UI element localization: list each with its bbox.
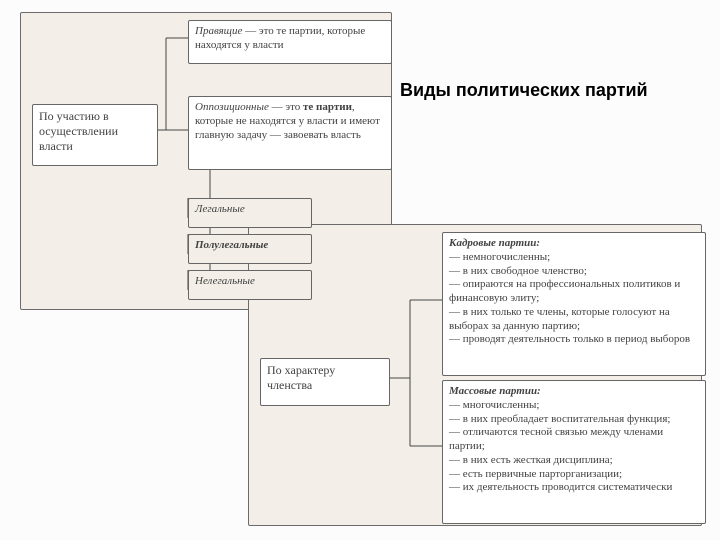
node-semilegal: Полулегальные	[188, 234, 312, 264]
node-opposition-parties: Оппозиционные — это те партии, которые н…	[188, 96, 392, 170]
page-title: Виды политических партий	[400, 80, 660, 101]
node-ruling-parties: Правящие — это те партии, кото­рые наход…	[188, 20, 392, 64]
node-illegal: Нелегальные	[188, 270, 312, 300]
node-mass-parties: Массовые партии:— многочисленны;— в них …	[442, 380, 706, 524]
root-node-membership: По характеру членства	[260, 358, 390, 406]
node-legal: Легальные	[188, 198, 312, 228]
node-cadre-parties: Кадровые партии:— немногочисленны;— в ни…	[442, 232, 706, 376]
root-node-participation: По участию в осуществле­нии власти	[32, 104, 158, 166]
